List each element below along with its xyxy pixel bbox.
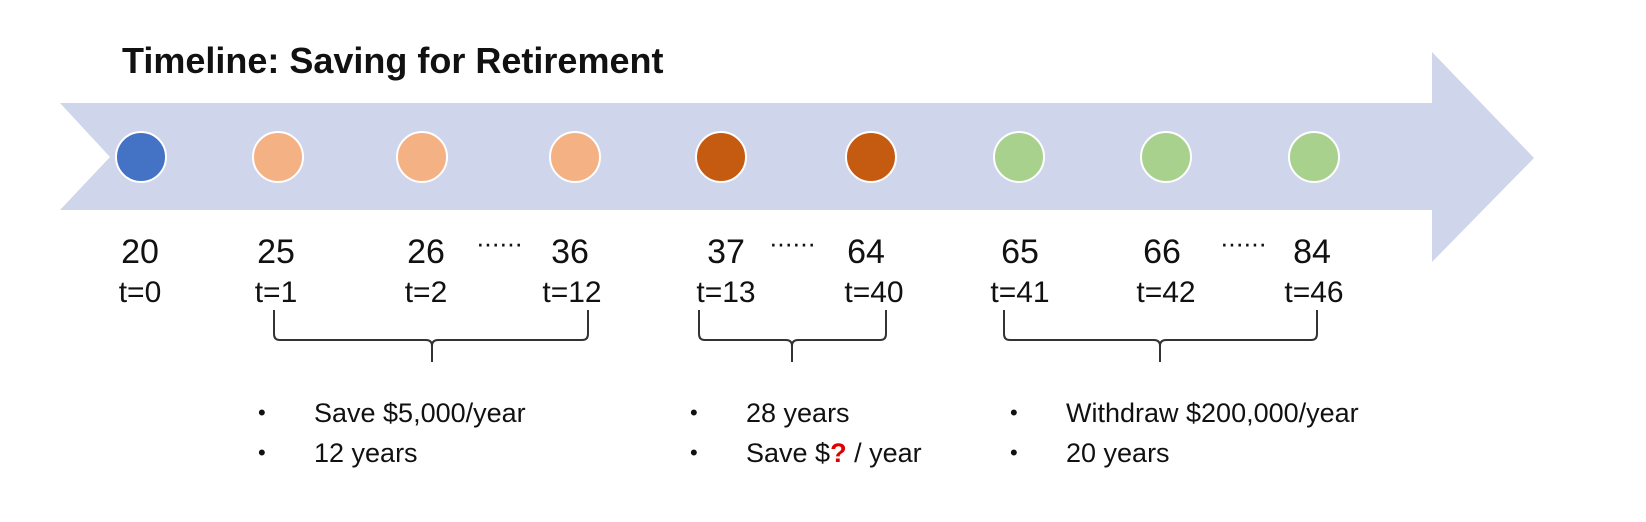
note-text: Withdraw $200,000/year [1066, 398, 1359, 428]
age-label: 26 [407, 233, 445, 271]
age-label: 65 [1001, 233, 1039, 271]
page-title: Timeline: Saving for Retirement [122, 40, 664, 81]
bullet: • [258, 440, 266, 465]
period-label: t=12 [542, 276, 602, 309]
bullet: • [690, 400, 698, 425]
list-item: • Save $5,000/year [258, 393, 526, 433]
timeline-dot-age-66 [1140, 131, 1192, 183]
age-label: 20 [121, 233, 159, 271]
note-text: Save $5,000/year [314, 398, 526, 428]
age-label: 84 [1293, 233, 1331, 271]
period-label: t=42 [1136, 276, 1196, 309]
period-label: t=46 [1284, 276, 1344, 309]
timeline-dot-age-65 [993, 131, 1045, 183]
period-label: t=13 [696, 276, 756, 309]
period-label: t=40 [844, 276, 904, 309]
note-text: 12 years [314, 438, 418, 468]
list-item: • Withdraw $200,000/year [1010, 393, 1359, 433]
timeline-dot-age-64 [845, 131, 897, 183]
phase-2-notes: • 28 years • Save $? / year [690, 393, 922, 473]
bullet: • [690, 440, 698, 465]
age-label: 66 [1143, 233, 1181, 271]
phase-1-notes: • Save $5,000/year • 12 years [258, 393, 526, 473]
period-label: t=2 [404, 276, 448, 309]
period-label: t=0 [118, 276, 162, 309]
timeline-dot-age-25 [252, 131, 304, 183]
unknown-amount: ? [830, 438, 847, 468]
ellipsis: ······ [769, 228, 816, 258]
list-item: • 28 years [690, 393, 922, 433]
timeline-dot-age-37 [695, 131, 747, 183]
age-label: 36 [551, 233, 589, 271]
note-text: 28 years [746, 398, 850, 428]
timeline-dot-age-26 [396, 131, 448, 183]
list-item: • 20 years [1010, 433, 1359, 473]
note-suffix: / year [846, 438, 922, 468]
timeline-dot-age-20 [115, 131, 167, 183]
note-prefix: Save $ [746, 438, 831, 468]
timeline-dot-age-36 [549, 131, 601, 183]
period-label: t=1 [254, 276, 298, 309]
ellipsis: ······ [476, 228, 523, 258]
phase-3-notes: • Withdraw $200,000/year • 20 years [1010, 393, 1359, 473]
age-label: 37 [707, 233, 745, 271]
age-label: 64 [847, 233, 885, 271]
list-item: • 12 years [258, 433, 526, 473]
age-label: 25 [257, 233, 295, 271]
list-item: • Save $? / year [690, 433, 922, 473]
period-label: t=41 [990, 276, 1050, 309]
timeline-dot-age-84 [1288, 131, 1340, 183]
bullet: • [258, 400, 266, 425]
ellipsis: ······ [1220, 228, 1267, 258]
bullet: • [1010, 400, 1018, 425]
bullet: • [1010, 440, 1018, 465]
note-text: Save $? / year [746, 433, 922, 473]
note-text: 20 years [1066, 438, 1170, 468]
